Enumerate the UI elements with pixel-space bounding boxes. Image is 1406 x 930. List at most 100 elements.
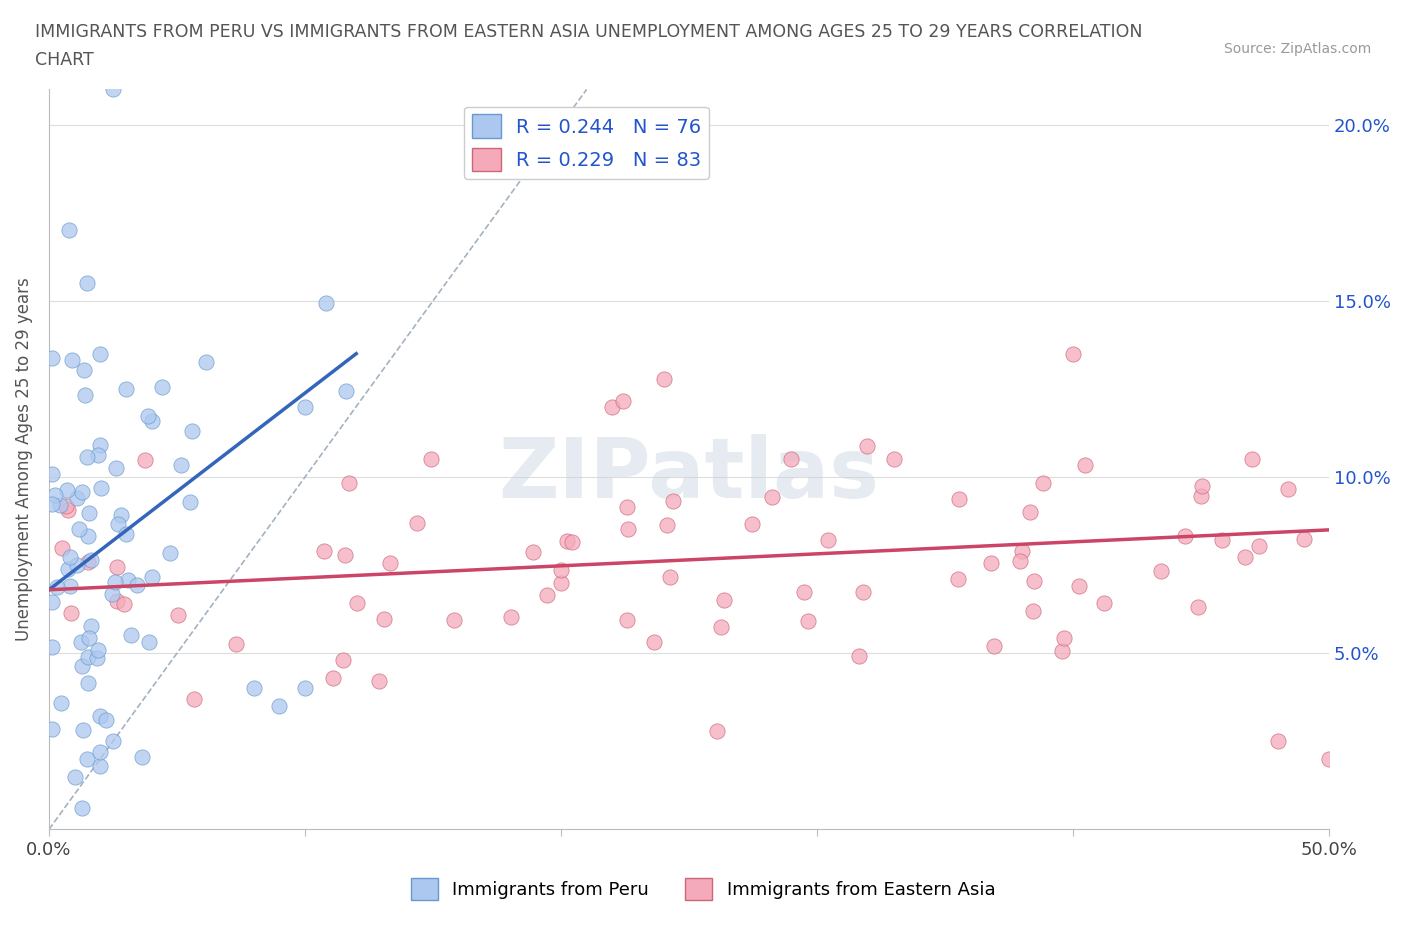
Point	[1062, 346, 1084, 361]
Point	[561, 535, 583, 550]
Point	[373, 612, 395, 627]
Point	[948, 571, 970, 586]
Text: ZIPatlas: ZIPatlas	[499, 433, 880, 514]
Point	[713, 592, 735, 607]
Point	[89, 346, 111, 361]
Point	[1032, 476, 1054, 491]
Point	[66, 558, 89, 573]
Point	[883, 452, 905, 467]
Point	[89, 759, 111, 774]
Point	[70, 801, 93, 816]
Point	[1022, 603, 1045, 618]
Point	[378, 555, 401, 570]
Text: Source: ZipAtlas.com: Source: ZipAtlas.com	[1223, 42, 1371, 56]
Point	[706, 724, 728, 738]
Point	[69, 522, 91, 537]
Point	[1267, 734, 1289, 749]
Point	[58, 223, 80, 238]
Point	[658, 569, 681, 584]
Point	[101, 587, 124, 602]
Point	[80, 618, 103, 633]
Point	[80, 552, 103, 567]
Point	[652, 371, 675, 386]
Point	[1294, 532, 1316, 547]
Point	[1067, 578, 1090, 593]
Point	[150, 380, 173, 395]
Point	[1011, 543, 1033, 558]
Point	[855, 439, 877, 454]
Text: IMMIGRANTS FROM PERU VS IMMIGRANTS FROM EASTERN ASIA UNEMPLOYMENT AMONG AGES 25 : IMMIGRANTS FROM PERU VS IMMIGRANTS FROM …	[35, 23, 1143, 41]
Point	[1277, 482, 1299, 497]
Point	[59, 550, 82, 565]
Point	[294, 681, 316, 696]
Point	[179, 495, 201, 510]
Point	[49, 696, 72, 711]
Point	[76, 554, 98, 569]
Point	[522, 545, 544, 560]
Point	[983, 638, 1005, 653]
Point	[104, 460, 127, 475]
Point	[41, 351, 63, 365]
Point	[87, 448, 110, 463]
Point	[780, 452, 803, 467]
Point	[852, 585, 875, 600]
Point	[294, 400, 316, 415]
Point	[114, 381, 136, 396]
Point	[1022, 574, 1045, 589]
Point	[70, 658, 93, 673]
Point	[1189, 488, 1212, 503]
Point	[77, 506, 100, 521]
Point	[45, 580, 67, 595]
Legend: R = 0.244   N = 76, R = 0.229   N = 83: R = 0.244 N = 76, R = 0.229 N = 83	[464, 107, 710, 179]
Point	[405, 516, 427, 531]
Point	[86, 651, 108, 666]
Point	[181, 424, 204, 439]
Point	[60, 352, 83, 367]
Point	[41, 640, 63, 655]
Point	[87, 643, 110, 658]
Point	[817, 533, 839, 548]
Point	[134, 453, 156, 468]
Point	[125, 578, 148, 592]
Point	[761, 489, 783, 504]
Point	[75, 387, 97, 402]
Point	[550, 576, 572, 591]
Point	[443, 613, 465, 628]
Point	[1191, 478, 1213, 493]
Point	[616, 613, 638, 628]
Point	[1187, 600, 1209, 615]
Point	[195, 354, 218, 369]
Point	[90, 480, 112, 495]
Point	[1241, 452, 1264, 467]
Point	[141, 413, 163, 428]
Point	[70, 485, 93, 499]
Point	[1233, 550, 1256, 565]
Point	[159, 545, 181, 560]
Point	[77, 649, 100, 664]
Point	[105, 560, 128, 575]
Point	[41, 594, 63, 609]
Point	[616, 499, 638, 514]
Point	[89, 709, 111, 724]
Point	[55, 483, 77, 498]
Point	[335, 383, 357, 398]
Point	[56, 503, 79, 518]
Point	[499, 609, 522, 624]
Point	[59, 605, 82, 620]
Point	[136, 408, 159, 423]
Point	[77, 675, 100, 690]
Point	[332, 652, 354, 667]
Point	[76, 449, 98, 464]
Point	[420, 451, 443, 466]
Point	[1019, 504, 1042, 519]
Point	[104, 574, 127, 589]
Point	[793, 584, 815, 599]
Point	[1053, 631, 1076, 645]
Point	[89, 744, 111, 759]
Point	[107, 517, 129, 532]
Point	[269, 698, 291, 713]
Point	[1174, 528, 1197, 543]
Point	[76, 276, 98, 291]
Point	[138, 634, 160, 649]
Point	[1211, 532, 1233, 547]
